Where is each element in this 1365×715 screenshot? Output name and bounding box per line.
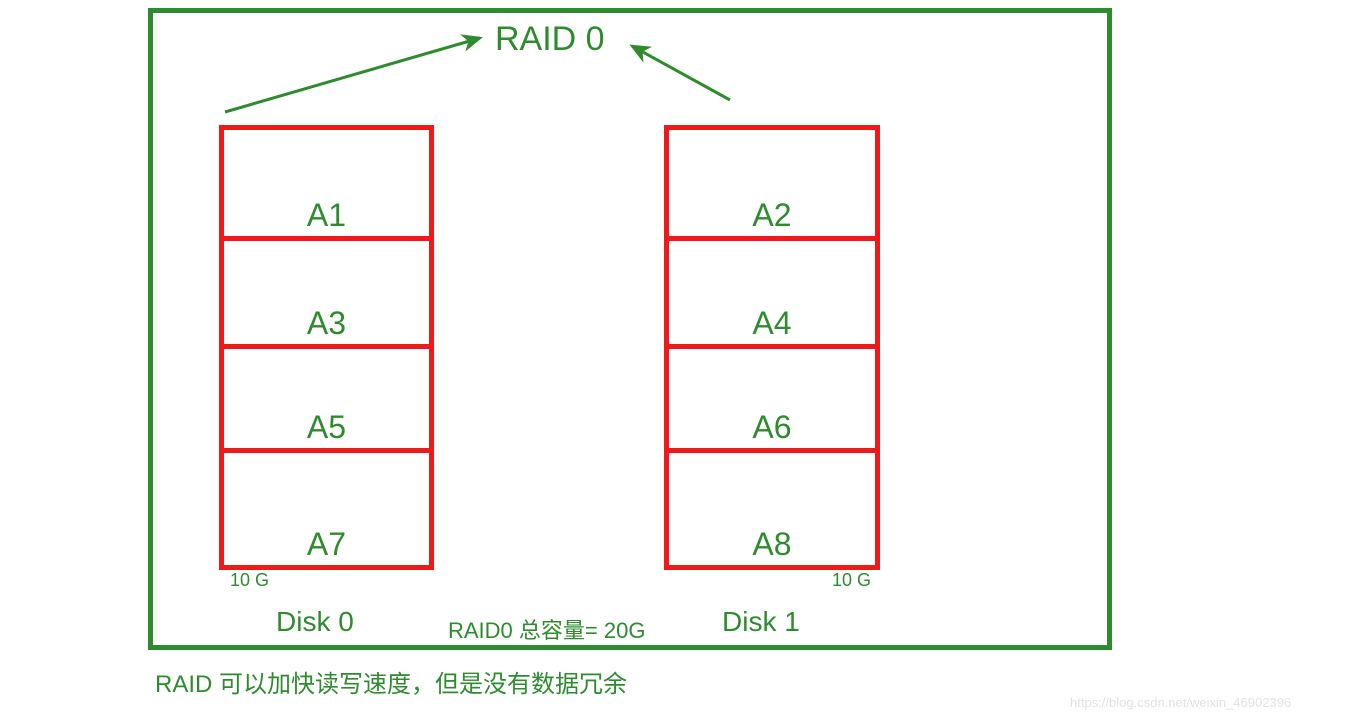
disk1-size-label: 10 G: [832, 570, 871, 591]
disk1-block-0: A2: [664, 125, 880, 241]
block-label: A1: [307, 197, 346, 234]
footer-note: RAID 可以加快读写速度，但是没有数据冗余: [155, 664, 627, 699]
disk0-column: A1 A3 A5 A7: [219, 125, 434, 570]
block-label: A2: [752, 197, 791, 234]
block-label: A5: [307, 409, 346, 446]
disk0-block-0: A1: [219, 125, 434, 241]
disk1-block-2: A6: [664, 349, 880, 453]
block-label: A4: [752, 305, 791, 342]
disk0-block-2: A5: [219, 349, 434, 453]
disk0-size-label: 10 G: [230, 570, 269, 591]
disk1-block-3: A8: [664, 453, 880, 570]
disk0-block-1: A3: [219, 241, 434, 349]
disk1-block-1: A4: [664, 241, 880, 349]
block-label: A7: [307, 526, 346, 563]
block-label: A3: [307, 305, 346, 342]
disk1-column: A2 A4 A6 A8: [664, 125, 880, 570]
disk0-label: Disk 0: [276, 606, 354, 638]
diagram-title: RAID 0: [495, 20, 605, 59]
disk1-label: Disk 1: [722, 606, 800, 638]
disk0-block-3: A7: [219, 453, 434, 570]
block-label: A6: [752, 409, 791, 446]
block-label: A8: [752, 526, 791, 563]
capacity-label: RAID0 总容量= 20G: [448, 613, 645, 645]
watermark: https://blog.csdn.net/weixin_46902396: [1070, 695, 1291, 710]
